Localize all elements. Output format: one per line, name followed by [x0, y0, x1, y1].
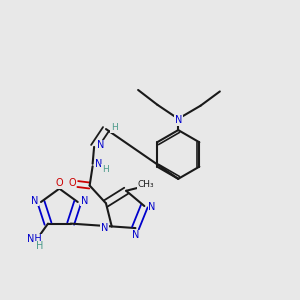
Text: N: N — [81, 196, 88, 206]
Text: N: N — [132, 230, 140, 240]
Text: N: N — [97, 140, 104, 150]
Text: H: H — [36, 242, 44, 251]
Text: CH₃: CH₃ — [137, 180, 154, 189]
Text: N: N — [100, 223, 108, 233]
Text: N: N — [31, 196, 38, 206]
Text: H: H — [111, 123, 118, 132]
Text: N: N — [148, 202, 155, 212]
Text: NH: NH — [27, 234, 42, 244]
Text: N: N — [175, 115, 182, 125]
Text: N: N — [95, 159, 103, 169]
Text: O: O — [56, 178, 63, 188]
Text: O: O — [68, 178, 76, 188]
Text: H: H — [102, 165, 109, 174]
